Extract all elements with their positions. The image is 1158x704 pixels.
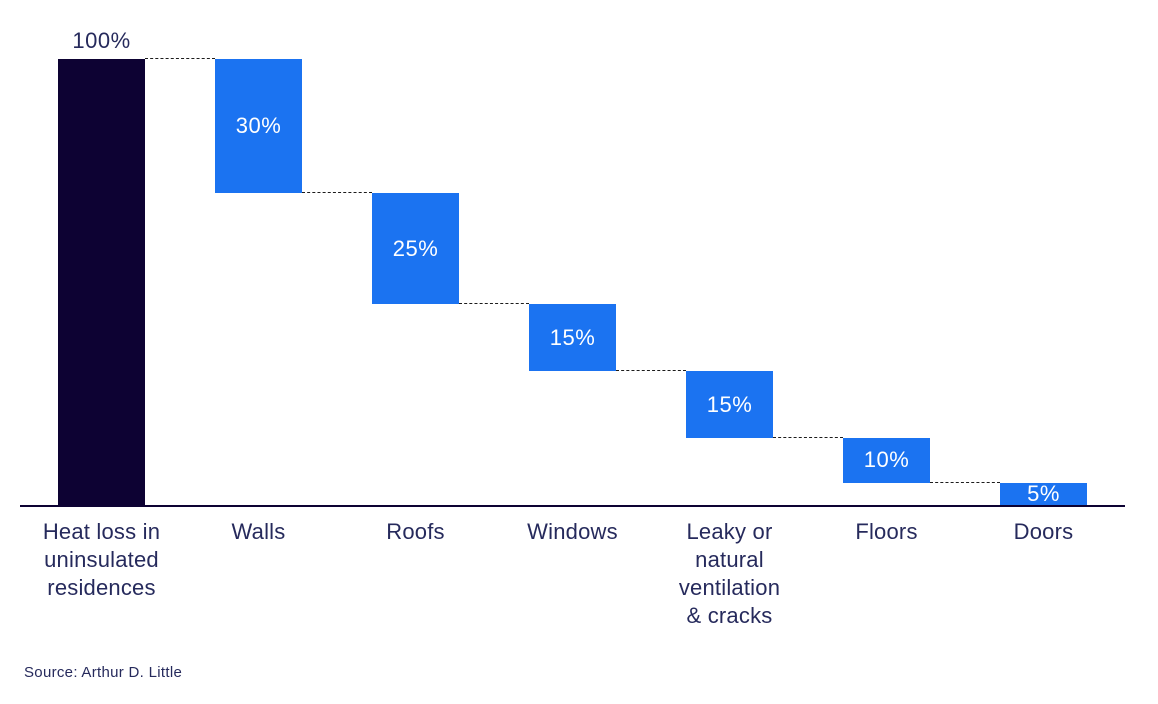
connector-line [930,481,1000,483]
category-label-doors: Doors [1013,519,1074,544]
connector-line [145,58,215,59]
value-label: 15% [549,324,596,350]
connector-line [773,437,843,439]
source-note: Source: Arthur D. Little [24,664,183,681]
connector-line [616,370,686,372]
value-label: 25% [392,235,439,261]
connector-line [459,303,529,305]
bar-floors: 10% [843,438,930,483]
category-label-roofs: Roofs [386,519,445,544]
bar-heat-loss-in-uninsulated-residences [58,59,145,505]
bar-roofs: 25% [372,192,459,305]
connector-line [302,191,372,193]
bar-windows: 15% [529,304,616,372]
value-label: 15% [706,391,753,417]
value-label: 5% [1027,480,1060,506]
category-label-floors: Floors [855,519,918,544]
bar-doors: 5% [1000,480,1087,506]
bar-walls: 30% [215,59,302,193]
x-axis-line [20,505,1125,507]
category-label-heat-loss-in-uninsulated-residences: Heat loss in uninsulated residences [42,519,161,600]
value-label: 10% [863,447,910,473]
value-label-total: 100% [72,28,131,53]
category-label-windows: Windows [527,519,618,544]
category-label-walls: Walls [231,519,286,544]
bar-leaky-or-natural-ventilation-cracks: 15% [686,371,773,439]
value-label: 30% [235,112,282,138]
category-label-leaky-or-natural-ventilation-cracks: Leaky or natural ventilation & cracks [678,519,781,628]
